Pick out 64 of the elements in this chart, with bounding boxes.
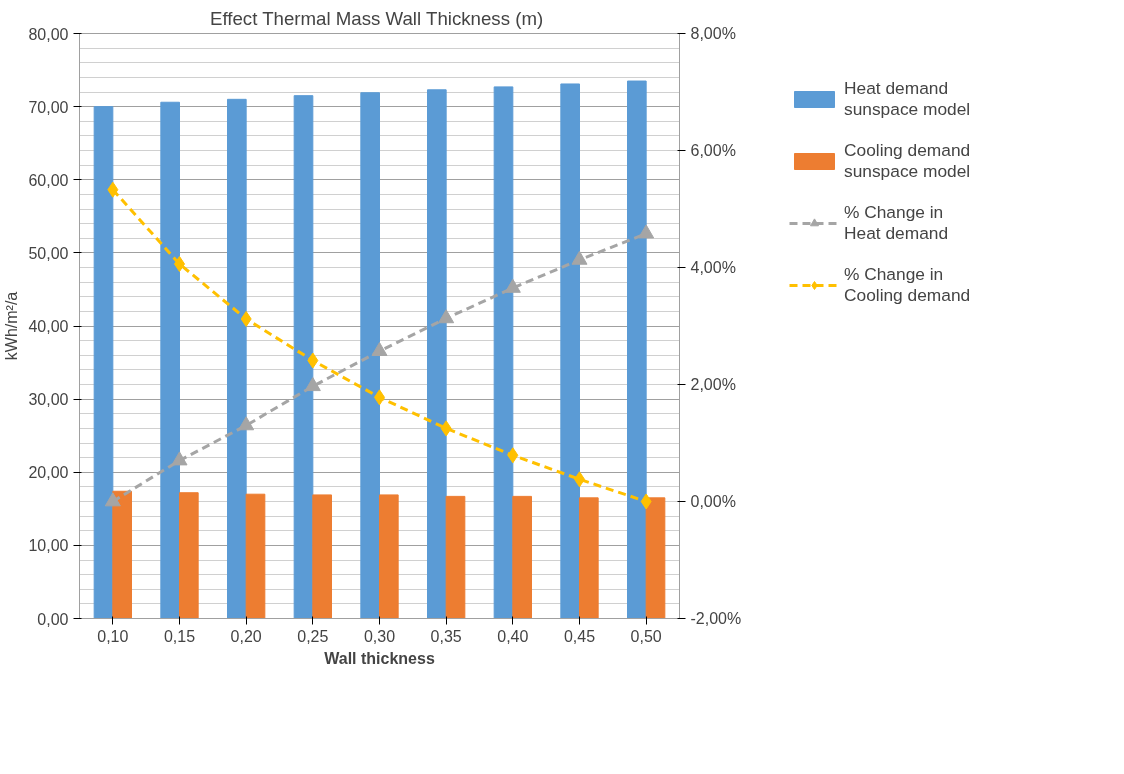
y-axis-title: kWh/m²/a bbox=[3, 291, 21, 361]
y-tick-label: 20,00 bbox=[28, 464, 69, 482]
y-tick-label: 50,00 bbox=[28, 244, 69, 262]
point bbox=[304, 377, 321, 392]
legend-label: Heat demand sunspace model bbox=[844, 78, 971, 120]
y-tick-label: 30,00 bbox=[28, 391, 69, 409]
point bbox=[238, 416, 255, 431]
chart-title: Effect Thermal Mass Wall Thickness (m) bbox=[210, 7, 544, 29]
y2-tick-label: 0,00% bbox=[690, 493, 736, 510]
y2-tick-label: 4,00% bbox=[690, 259, 736, 276]
point bbox=[571, 250, 588, 265]
bar bbox=[160, 101, 180, 619]
y-tick-label: 40,00 bbox=[28, 318, 69, 335]
bar bbox=[379, 494, 399, 619]
x-tick-label: 0,45 bbox=[563, 627, 596, 645]
bar bbox=[493, 86, 514, 619]
x-tick-label: 0,20 bbox=[230, 627, 262, 645]
bar bbox=[312, 494, 332, 619]
bar bbox=[293, 95, 314, 619]
x-tick-label: 0,25 bbox=[297, 627, 329, 645]
bar bbox=[512, 495, 532, 619]
bar bbox=[560, 83, 580, 619]
y2-tick-label: -2,00% bbox=[690, 610, 742, 627]
point bbox=[371, 341, 388, 356]
bar bbox=[245, 493, 266, 619]
bar bbox=[179, 492, 199, 619]
y-tick-label: 10,00 bbox=[28, 537, 69, 555]
point bbox=[171, 451, 188, 466]
y-tick-label: 0,00 bbox=[37, 610, 69, 628]
bar bbox=[579, 497, 599, 619]
x-tick-label: 0,40 bbox=[497, 627, 529, 645]
y-tick-label: 70,00 bbox=[28, 98, 69, 116]
x-tick-label: 0,10 bbox=[97, 627, 129, 645]
y-tick-label: 80,00 bbox=[28, 25, 69, 43]
legend-label: % Change in Heat demand bbox=[844, 202, 949, 244]
point bbox=[240, 310, 252, 327]
y-tick-label: 60,00 bbox=[28, 171, 69, 189]
bar bbox=[645, 497, 666, 619]
bar bbox=[112, 490, 132, 619]
bar bbox=[627, 80, 647, 619]
point bbox=[638, 224, 655, 239]
x-tick-label: 0,50 bbox=[630, 627, 662, 645]
bar bbox=[445, 495, 466, 619]
legend-label: Cooling demand sunspace model bbox=[844, 140, 971, 182]
x-tick-label: 0,30 bbox=[363, 627, 396, 645]
point bbox=[504, 278, 521, 293]
point bbox=[104, 492, 121, 507]
x-tick-label: 0,35 bbox=[430, 627, 462, 645]
y2-tick-label: 8,00% bbox=[690, 25, 736, 42]
y2-tick-label: 2,00% bbox=[690, 376, 736, 393]
y2-tick-label: 6,00% bbox=[690, 142, 736, 159]
point bbox=[307, 352, 319, 369]
bar bbox=[360, 92, 380, 619]
bar bbox=[427, 89, 447, 619]
bar bbox=[93, 106, 114, 619]
point bbox=[107, 181, 119, 198]
point bbox=[507, 447, 519, 464]
point bbox=[640, 493, 652, 510]
x-tick-label: 0,15 bbox=[163, 627, 196, 645]
point bbox=[440, 420, 452, 437]
x-axis-title: Wall thickness bbox=[324, 649, 435, 667]
legend-label: % Change in Cooling demand bbox=[844, 264, 971, 306]
point bbox=[438, 309, 455, 324]
bar bbox=[227, 98, 247, 619]
